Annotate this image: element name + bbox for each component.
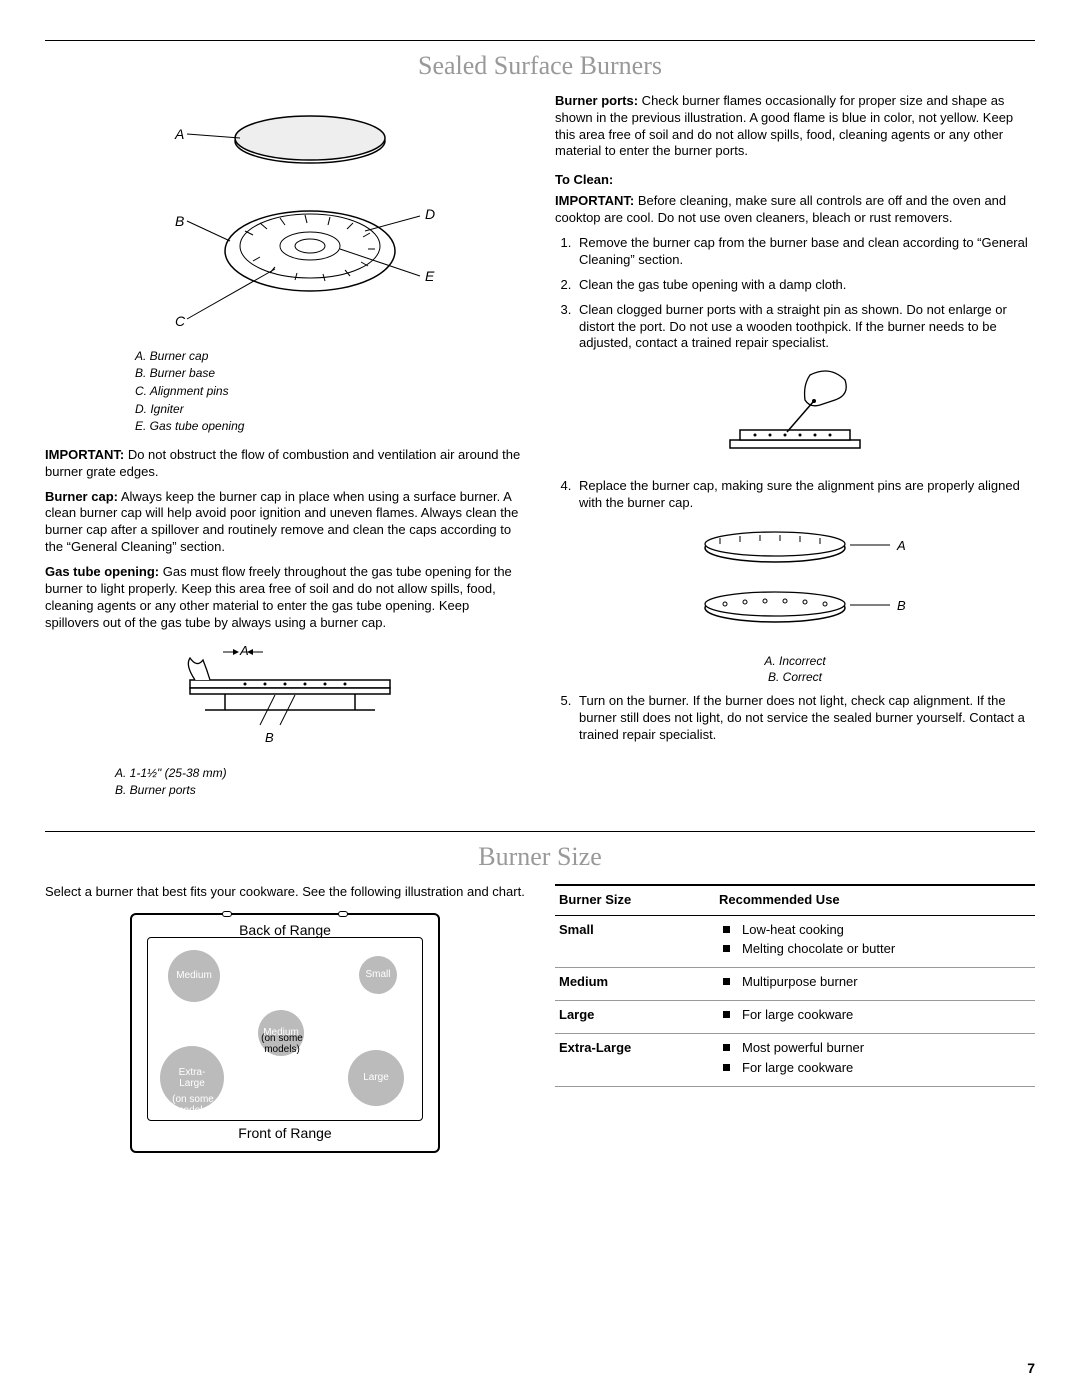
size-cell: Medium [555,968,715,1001]
use-bullet: Melting chocolate or butter [719,941,1031,958]
svg-text:A: A [174,126,184,142]
bullet-square-icon [723,1064,730,1071]
flame-diagram: A B A. 1-1½" (25-38 mm) B. Burner po [45,640,525,799]
gas-tube-para: Gas tube opening: Gas must flow freely t… [45,564,525,632]
align-legend-b: B. Correct [555,670,1035,686]
size-cell: Large [555,1001,715,1034]
use-cell: Low-heat cooking Melting chocolate or but… [715,915,1035,968]
pin-diagram [555,360,1035,470]
flame-legend: A. 1-1½" (25-38 mm) B. Burner ports [115,766,525,799]
legend-e: E. Gas tube opening [135,419,525,435]
range-inner: Medium Small Medium Extra- Large Large (… [147,937,423,1121]
burner-cap-para: Burner cap: Always keep the burner cap i… [45,489,525,557]
th-use: Recommended Use [715,885,1035,915]
table-row: Extra-Large Most powerful burner For large… [555,1034,1035,1087]
use-text: Low-heat cooking [742,922,844,939]
use-bullet: For large cookware [719,1007,1031,1024]
clean-step-5: Turn on the burner. If the burner does n… [575,693,1035,744]
page-number: 7 [1027,1359,1035,1377]
ports-lead: Burner ports: [555,93,638,108]
note-on-some-2: (on some models) [166,1094,220,1116]
burner-ports-para: Burner ports: Check burner flames occasi… [555,93,1035,161]
section1-columns: A B C D E A. Burner cap B. Burner base C… [45,93,1035,811]
front-of-range-label: Front of Range [132,1124,438,1142]
bullet-square-icon [723,926,730,933]
diagram1-legend: A. Burner cap B. Burner base C. Alignmen… [135,349,525,435]
cap-lead: Burner cap: [45,489,118,504]
section-title-1: Sealed Surface Burners [45,49,1035,83]
burner-size-intro: Select a burner that best fits your cook… [45,884,525,901]
clean-step-1: Remove the burner cap from the burner ba… [575,235,1035,269]
legend-d: D. Igniter [135,402,525,418]
use-bullet: Low-heat cooking [719,922,1031,939]
use-bullet: For large cookware [719,1060,1031,1077]
divider-top-2 [45,831,1035,832]
burner-medium-1: Medium [168,950,220,1002]
clean-imp-lead: IMPORTANT: [555,193,634,208]
clean-important: IMPORTANT: Before cleaning, make sure al… [555,193,1035,227]
use-text: For large cookware [742,1060,853,1077]
clean-step-3: Clean clogged burner ports with a straig… [575,302,1035,353]
note-on-some-1: (on some models) [253,1033,311,1055]
svg-text:C: C [175,313,186,329]
table-row: Medium Multipurpose burner [555,968,1035,1001]
align-legend: A. Incorrect B. Correct [555,654,1035,685]
use-cell: For large cookware [715,1001,1035,1034]
svg-text:B: B [265,730,274,745]
table-row: Large For large cookware [555,1001,1035,1034]
hinge-left [222,911,232,917]
important-lead: IMPORTANT: [45,447,124,462]
burner-diagram-1: A B C D E [45,101,525,341]
burner-large: Large [348,1050,404,1106]
burner-small: Small [359,956,397,994]
use-text: Multipurpose burner [742,974,858,991]
to-clean-heading: To Clean: [555,172,1035,189]
svg-text:D: D [425,206,435,222]
th-size: Burner Size [555,885,715,915]
legend-c: C. Alignment pins [135,384,525,400]
clean-steps-list: Remove the burner cap from the burner ba… [555,235,1035,352]
section1-left-col: A B C D E A. Burner cap B. Burner base C… [45,93,525,811]
section2-left-col: Select a burner that best fits your cook… [45,884,525,1165]
size-cell: Small [555,915,715,968]
alignment-diagram: A B A. Incorrect B. Correct [555,520,1035,685]
clean-steps-list-2: Replace the burner cap, making sure the … [555,478,1035,512]
use-text: Melting chocolate or butter [742,941,895,958]
flame-legend-a: A. 1-1½" (25-38 mm) [115,766,525,782]
use-bullet: Most powerful burner [719,1040,1031,1057]
important-para: IMPORTANT: Do not obstruct the flow of c… [45,447,525,481]
section-title-2: Burner Size [45,840,1035,874]
align-legend-a: A. Incorrect [555,654,1035,670]
bullet-square-icon [723,1011,730,1018]
clean-step-2: Clean the gas tube opening with a damp c… [575,277,1035,294]
bullet-square-icon [723,1044,730,1051]
clean-steps-list-3: Turn on the burner. If the burner does n… [555,693,1035,744]
hinge-right [338,911,348,917]
table-row: Small Low-heat cooking Melting chocolate o… [555,915,1035,968]
section2-columns: Select a burner that best fits your cook… [45,884,1035,1165]
use-text: For large cookware [742,1007,853,1024]
svg-text:A: A [896,538,906,553]
gas-lead: Gas tube opening: [45,564,159,579]
divider-top-1 [45,40,1035,41]
use-text: Most powerful burner [742,1040,864,1057]
bullet-square-icon [723,978,730,985]
burner-size-table: Burner Size Recommended Use SmallLow-hea… [555,884,1035,1087]
bullet-square-icon [723,945,730,952]
legend-a: A. Burner cap [135,349,525,365]
flame-legend-b: B. Burner ports [115,783,525,799]
clean-step-4: Replace the burner cap, making sure the … [575,478,1035,512]
section2-right-col: Burner Size Recommended Use SmallLow-hea… [555,884,1035,1165]
legend-b: B. Burner base [135,366,525,382]
svg-text:A: A [239,643,249,658]
svg-text:B: B [897,598,906,613]
svg-text:B: B [175,213,184,229]
use-cell: Multipurpose burner [715,968,1035,1001]
use-bullet: Multipurpose burner [719,974,1031,991]
use-cell: Most powerful burner For large cookware [715,1034,1035,1087]
section1-right-col: Burner ports: Check burner flames occasi… [555,93,1035,811]
size-cell: Extra-Large [555,1034,715,1087]
svg-text:E: E [425,268,435,284]
range-diagram: Back of Range Medium Small Medium Extra-… [130,913,440,1153]
